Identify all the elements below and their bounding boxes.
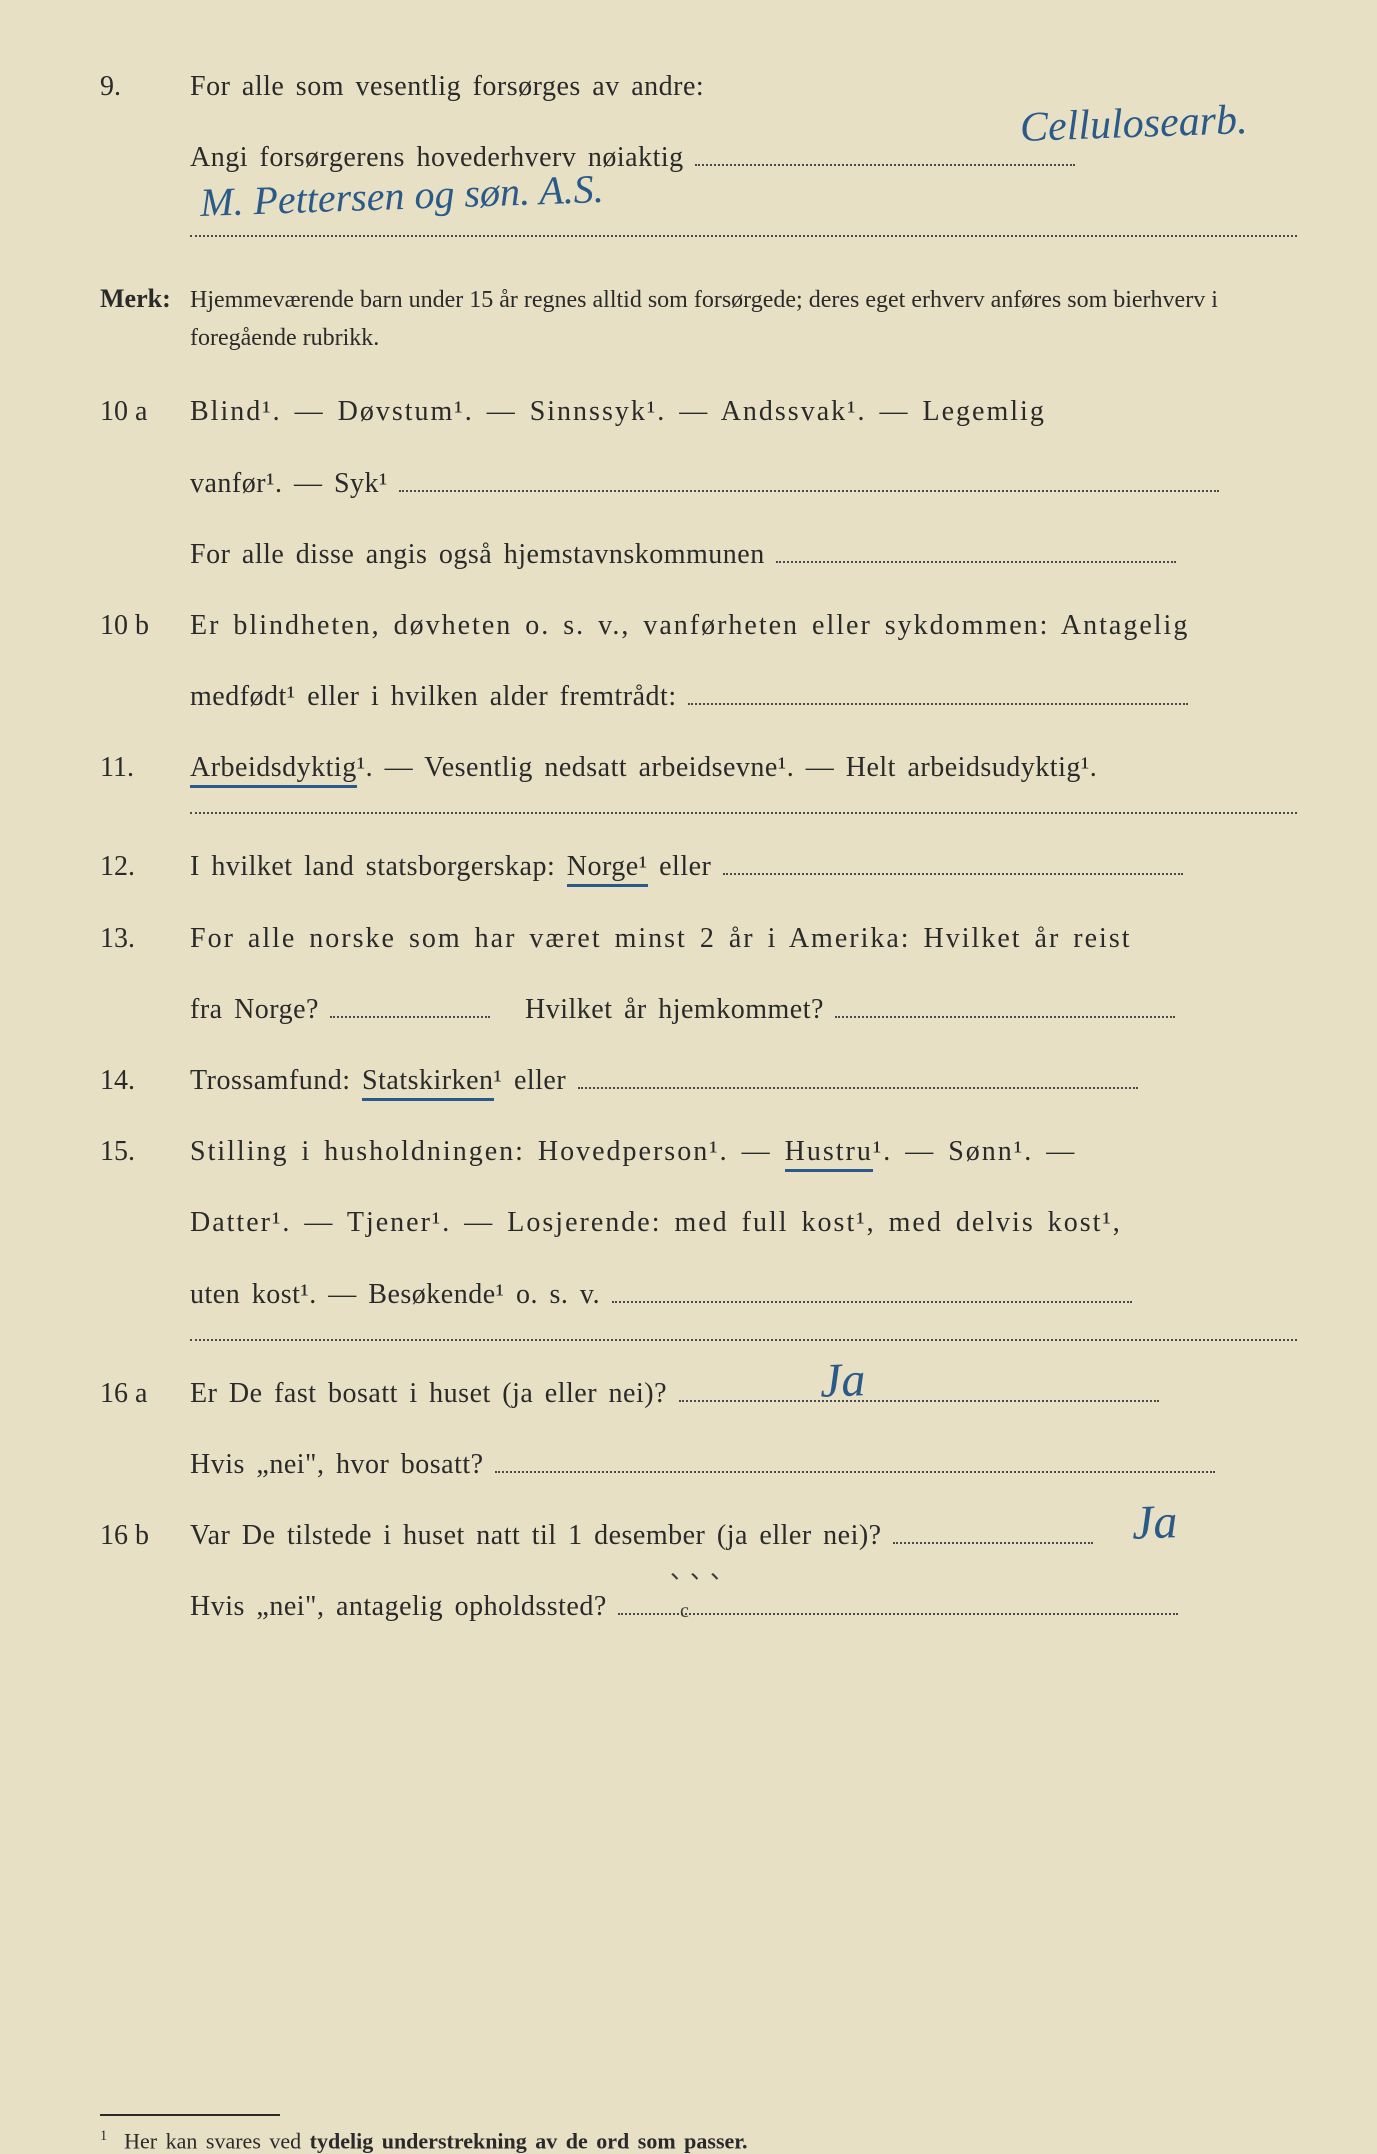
- q13-line2a: fra Norge?: [190, 994, 319, 1025]
- q15-line3-text: uten kost¹. — Besøkende¹ o. s. v.: [190, 1279, 600, 1310]
- q16b-number: 16 b: [100, 1509, 190, 1562]
- q13-blank1: [330, 990, 490, 1018]
- q12-number: 12.: [100, 840, 190, 893]
- handwritten-ja-1: Ja: [819, 1352, 866, 1409]
- q16b-line2-text: Hvis „nei", antagelig opholdssted?: [190, 1591, 607, 1622]
- q15-blank: [612, 1275, 1132, 1303]
- q15-line2: Datter¹. — Tjener¹. — Losjerende: med fu…: [190, 1196, 1297, 1249]
- q13-line1: For alle norske som har været minst 2 år…: [190, 912, 1297, 965]
- question-15-line2: Datter¹. — Tjener¹. — Losjerende: med fu…: [100, 1196, 1297, 1249]
- q16b-blank1: [893, 1516, 1093, 1544]
- question-13: 13. For alle norske som har været minst …: [100, 912, 1297, 965]
- q14-underlined: Statskirken: [362, 1065, 494, 1101]
- question-10b: 10 b Er blindheten, døvheten o. s. v., v…: [100, 599, 1297, 652]
- question-10a-line3: For alle disse angis også hjemstavnskomm…: [100, 528, 1297, 581]
- question-12: 12. I hvilket land statsborgerskap: Norg…: [100, 840, 1297, 893]
- q15-line1b: ¹. — Sønn¹. —: [873, 1136, 1076, 1167]
- question-14: 14. Trossamfund: Statskirken¹ eller: [100, 1054, 1297, 1107]
- q16a-blank2: [495, 1445, 1215, 1473]
- q11-number: 11.: [100, 741, 190, 794]
- q16a-number: 16 a: [100, 1367, 190, 1420]
- q12-underlined: Norge¹: [567, 851, 648, 887]
- q15-number: 15.: [100, 1125, 190, 1178]
- q12-text-b: eller: [648, 851, 712, 882]
- q10a-line1: Blind¹. — Døvstum¹. — Sinnssyk¹. — Andss…: [190, 385, 1297, 438]
- q13-line2b: Hvilket år hjemkommet?: [525, 994, 824, 1025]
- footnote-sup: 1: [100, 2128, 107, 2144]
- note-merk: Merk: Hjemmeværende barn under 15 år reg…: [100, 274, 1297, 358]
- question-15: 15. Stilling i husholdningen: Hovedperso…: [100, 1125, 1297, 1178]
- q16a-line1: Er De fast bosatt i huset (ja eller nei)…: [190, 1378, 667, 1409]
- q14-text-b: ¹ eller: [494, 1065, 567, 1096]
- q13-number: 13.: [100, 912, 190, 965]
- question-15-line3: uten kost¹. — Besøkende¹ o. s. v.: [100, 1268, 1297, 1321]
- footnote-text-a: Her kan svares ved: [124, 2128, 310, 2153]
- q16a-line2-text: Hvis „nei", hvor bosatt?: [190, 1449, 484, 1480]
- q9-text-line2: Angi forsørgerens hovederhverv nøiaktig: [190, 142, 684, 173]
- merk-text: Hjemmeværende barn under 15 år regnes al…: [190, 281, 1297, 358]
- q16a-blank1: [679, 1374, 1159, 1402]
- q11-blank-line: [190, 812, 1297, 814]
- q16b-line1: Var De tilstede i huset natt til 1 desem…: [190, 1520, 882, 1551]
- question-10a-line2: vanfør¹. — Syk¹: [100, 457, 1297, 510]
- question-13-line2: fra Norge? Hvilket år hjemkommet?: [100, 983, 1297, 1036]
- q12-text-a: I hvilket land statsborgerskap:: [190, 851, 567, 882]
- q10a-number: 10 a: [100, 385, 190, 438]
- q9-blank: [695, 138, 1075, 166]
- q10a-blank2: [776, 535, 1176, 563]
- handwritten-ja-2: Ja: [1131, 1494, 1178, 1551]
- question-16a-line2: Hvis „nei", hvor bosatt?: [100, 1438, 1297, 1491]
- question-16a: 16 a Er De fast bosatt i huset (ja eller…: [100, 1367, 1297, 1420]
- footnote-text-b: tydelig understrekning av de ord som pas…: [310, 2128, 748, 2153]
- q10a-line3-text: For alle disse angis også hjemstavnskomm…: [190, 539, 765, 570]
- q10a-blank: [399, 464, 1219, 492]
- handwritten-occupation: Cellulosearb.: [1019, 96, 1248, 152]
- q16b-blank2: [618, 1587, 1178, 1615]
- q14-number: 14.: [100, 1054, 190, 1107]
- q15-line1a: Stilling i husholdningen: Hovedperson¹. …: [190, 1136, 785, 1167]
- q10b-number: 10 b: [100, 599, 190, 652]
- q15-underlined: Hustru: [785, 1136, 873, 1172]
- question-10b-line2: medfødt¹ eller i hvilken alder fremtrådt…: [100, 670, 1297, 723]
- question-11: 11. Arbeidsdyktig¹. — Vesentlig nedsatt …: [100, 741, 1297, 794]
- q10a-line2-text: vanfør¹. — Syk¹: [190, 468, 388, 499]
- merk-label: Merk:: [100, 274, 190, 323]
- q9-number: 9.: [100, 60, 190, 113]
- question-10a: 10 a Blind¹. — Døvstum¹. — Sinnssyk¹. — …: [100, 385, 1297, 438]
- census-form-page: Cellulosearb. M. Pettersen og søn. A.S. …: [100, 60, 1297, 1988]
- footnote-rule: [100, 2114, 280, 2116]
- q12-blank: [723, 847, 1183, 875]
- question-16b-line2: Hvis „nei", antagelig opholdssted?: [100, 1580, 1297, 1633]
- q14-blank: [578, 1061, 1138, 1089]
- q15-blank-line: [190, 1339, 1297, 1341]
- q14-text-a: Trossamfund:: [190, 1065, 362, 1096]
- q10b-blank: [688, 677, 1188, 705]
- decorative-marks: 、、、: [670, 1550, 742, 1585]
- q11-underlined: Arbeidsdyktig: [190, 752, 357, 788]
- q13-blank2: [835, 990, 1175, 1018]
- q10b-line1: Er blindheten, døvheten o. s. v., vanfør…: [190, 599, 1297, 652]
- q10b-line2-text: medfødt¹ eller i hvilken alder fremtrådt…: [190, 681, 677, 712]
- decorative-c: c: [680, 1600, 689, 1623]
- q11-rest: ¹. — Vesentlig nedsatt arbeidsevne¹. — H…: [357, 752, 1098, 783]
- footnote: 1 Her kan svares ved tydelig understrekn…: [100, 2128, 1297, 2154]
